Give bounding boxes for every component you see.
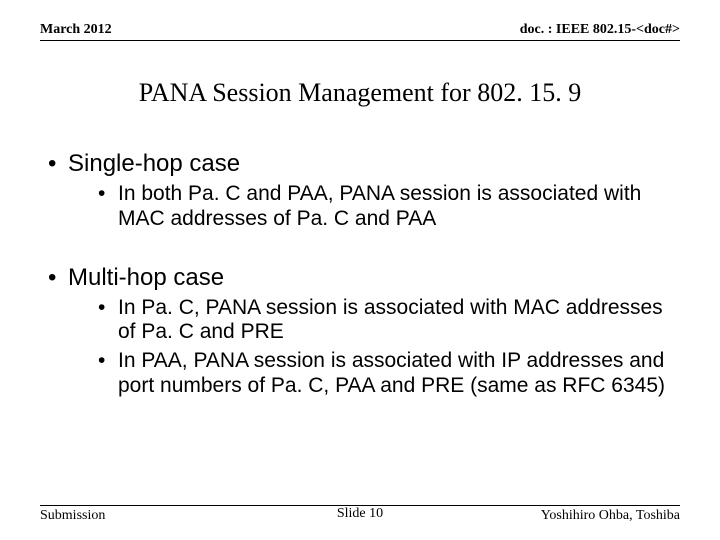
footer-right: Yoshihiro Ohba, Toshiba xyxy=(541,508,680,524)
bullet-level1: Single-hop case xyxy=(48,150,672,178)
footer-left: Submission xyxy=(40,508,105,524)
footer-center: Slide 10 xyxy=(337,506,383,522)
bullet-level1: Multi-hop case xyxy=(48,264,672,292)
footer-bar: Submission Slide 10 Yoshihiro Ohba, Tosh… xyxy=(40,505,680,524)
bullet-level2: In PAA, PANA session is associated with … xyxy=(48,349,672,399)
slide-content: Single-hop case In both Pa. C and PAA, P… xyxy=(48,140,672,403)
bullet-level2: In Pa. C, PANA session is associated wit… xyxy=(48,296,672,346)
header-date: March 2012 xyxy=(40,22,112,38)
bullet-level2: In both Pa. C and PAA, PANA session is a… xyxy=(48,182,672,232)
slide-title: PANA Session Management for 802. 15. 9 xyxy=(0,78,720,108)
header-docref: doc. : IEEE 802.15-<doc#> xyxy=(520,22,680,38)
header-bar: March 2012 doc. : IEEE 802.15-<doc#> xyxy=(40,22,680,41)
spacer xyxy=(48,236,672,254)
